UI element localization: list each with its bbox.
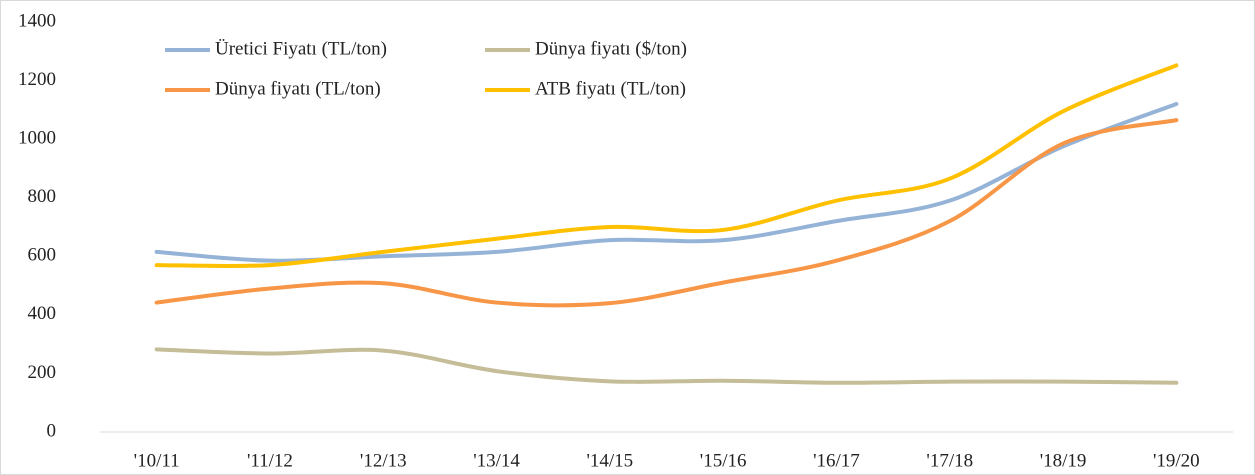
y-tick-label: 0	[47, 420, 57, 441]
y-tick-label: 200	[28, 362, 57, 383]
x-tick-label: '18/19	[1040, 450, 1087, 471]
x-tick-label: '19/20	[1153, 450, 1200, 471]
legend-label: Dünya fiyatı ($/ton)	[535, 38, 687, 59]
x-tick-label: '15/16	[700, 450, 747, 471]
y-tick-label: 600	[28, 245, 57, 266]
x-tick-label: '10/11	[134, 450, 180, 471]
series-line	[154, 118, 1179, 308]
x-tick-label: '12/13	[360, 450, 407, 471]
legend-label: Dünya fiyatı (TL/ton)	[215, 78, 381, 99]
x-tick-label: '14/15	[586, 450, 633, 471]
series-line	[154, 347, 1179, 385]
y-tick-label: 1200	[18, 69, 56, 90]
y-tick-label: 400	[28, 303, 57, 324]
x-tick-label: '11/12	[247, 450, 293, 471]
legend-label: Üretici Fiyatı (TL/ton)	[215, 38, 387, 59]
x-tick-label: '13/14	[473, 450, 520, 471]
series-line	[154, 63, 1179, 269]
y-tick-label: 1400	[18, 10, 56, 31]
x-tick-label: '17/18	[926, 450, 973, 471]
y-tick-label: 1000	[18, 128, 56, 149]
y-tick-label: 800	[28, 186, 57, 207]
x-tick-label: '16/17	[813, 450, 860, 471]
legend-label: ATB fiyatı (TL/ton)	[535, 78, 686, 99]
